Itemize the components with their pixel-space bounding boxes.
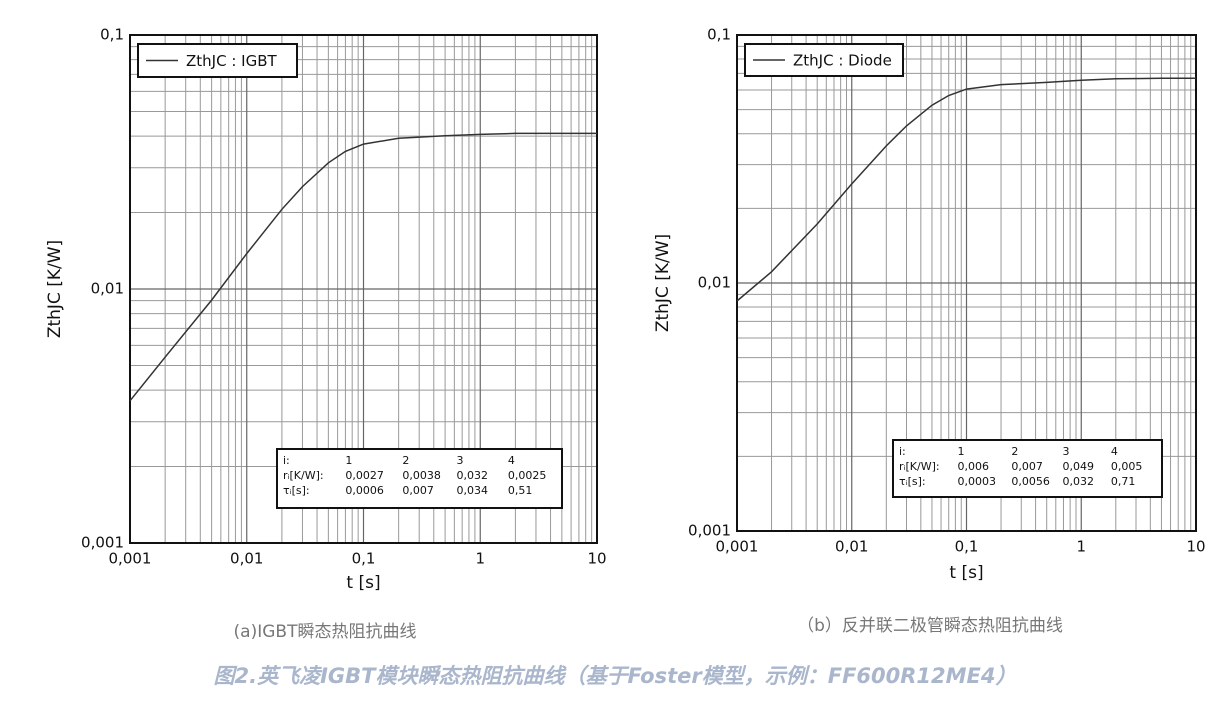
x-tick-label: 10 (587, 550, 606, 568)
param-table-cell: 0,007 (1011, 460, 1043, 473)
x-tick-label: 1 (1076, 538, 1086, 556)
plot-border (736, 34, 1197, 532)
x-tick-label: 0,1 (352, 550, 376, 568)
x-tick-label: 10 (1186, 538, 1205, 556)
param-table-cell: 0,034 (457, 484, 489, 497)
legend-label: ZthJC : Diode (793, 52, 892, 70)
param-table-cell: 0,032 (1062, 475, 1094, 488)
y-tick-label: 0,001 (688, 522, 731, 540)
chart-caption: （b）反并联二极管瞬态热阻抗曲线 (797, 616, 1063, 636)
y-axis-label: ZthJC [K/W] (653, 234, 673, 332)
param-table-cell: 0,0027 (345, 469, 384, 482)
x-tick-label: 0,001 (109, 550, 152, 568)
x-axis-label: t [s] (346, 573, 380, 593)
param-table-box (276, 448, 563, 509)
param-table-cell: 2 (1011, 445, 1018, 458)
y-tick-label: 0,1 (100, 26, 124, 44)
param-table-cell: rᵢ[K/W]: (283, 469, 324, 482)
param-table-cell: 0,51 (508, 484, 532, 497)
chart-caption: (a)IGBT瞬态热阻抗曲线 (234, 622, 417, 642)
x-tick-label: 0,001 (716, 538, 759, 556)
curve (129, 132, 597, 402)
param-table-cell: 2 (402, 454, 409, 467)
param-table-cell: 1 (345, 454, 352, 467)
x-tick-label: 0,01 (835, 538, 868, 556)
param-table-cell: 4 (1111, 445, 1118, 458)
y-tick-label: 0,01 (91, 280, 124, 298)
param-table-cell: 4 (508, 454, 515, 467)
x-tick-label: 1 (475, 550, 485, 568)
param-table-cell: 0,006 (958, 460, 990, 473)
y-tick-label: 0,001 (81, 534, 124, 552)
param-table-cell: τᵢ[s]: (283, 484, 310, 497)
param-table-cell: 0,0056 (1011, 475, 1050, 488)
plot-border (129, 34, 598, 544)
param-table-cell: 1 (958, 445, 965, 458)
param-table-cell: 0,0006 (345, 484, 384, 497)
param-table-cell: 0,0038 (402, 469, 441, 482)
x-tick-label: 0,01 (230, 550, 263, 568)
param-table-cell: 0,71 (1111, 475, 1136, 488)
param-table-cell: 0,0003 (958, 475, 997, 488)
y-tick-label: 0,1 (707, 26, 731, 44)
param-table-cell: 0,0025 (508, 469, 546, 482)
x-tick-label: 0,1 (955, 538, 979, 556)
param-table-cell: 3 (1062, 445, 1069, 458)
y-tick-label: 0,01 (698, 274, 731, 292)
param-table-cell: 3 (457, 454, 464, 467)
param-table-box (892, 439, 1163, 498)
param-table-cell: 0,049 (1062, 460, 1094, 473)
curve (736, 77, 1196, 302)
y-axis-label: ZthJC [K/W] (45, 240, 65, 338)
param-table-cell: 0,005 (1111, 460, 1143, 473)
figure-caption: 图2.英飞凌IGBT模块瞬态热阻抗曲线（基于Foster模型，示例：FF600R… (213, 664, 1016, 688)
param-table-cell: i: (283, 454, 290, 467)
x-axis-label: t [s] (949, 563, 983, 583)
legend-label: ZthJC : IGBT (186, 52, 277, 70)
param-table-cell: 0,007 (402, 484, 434, 497)
param-table-cell: i: (899, 445, 906, 458)
param-table-cell: 0,032 (457, 469, 489, 482)
param-table-cell: τᵢ[s]: (899, 475, 926, 488)
param-table-cell: rᵢ[K/W]: (899, 460, 940, 473)
